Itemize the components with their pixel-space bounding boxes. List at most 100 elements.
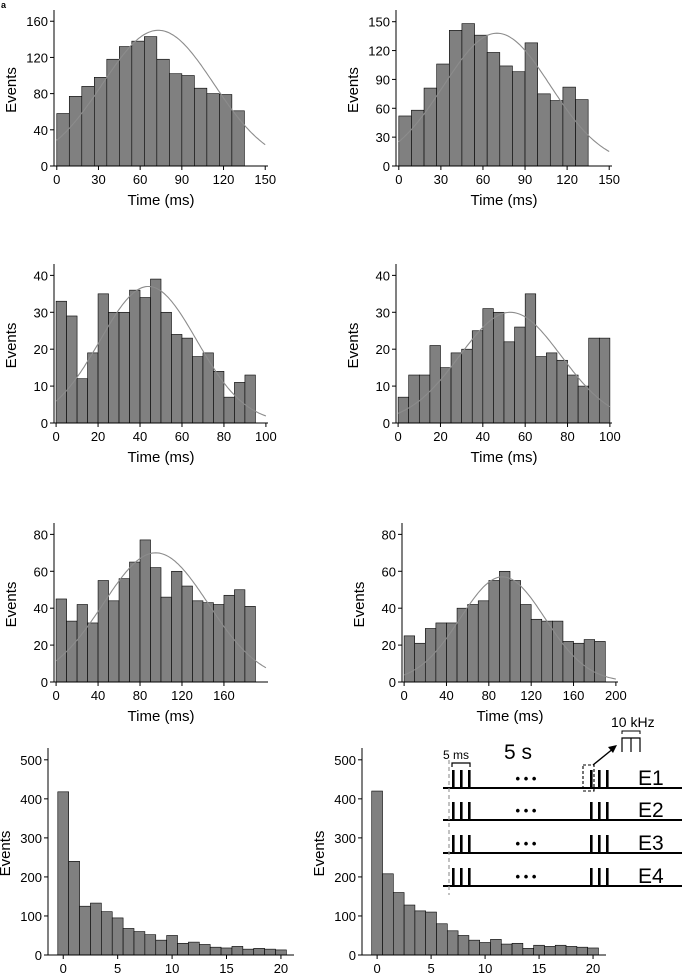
pulse-mark (598, 868, 601, 886)
y-tick-label: 80 (34, 87, 48, 102)
x-tick-label: 20 (433, 429, 447, 444)
histogram-bar (66, 315, 78, 424)
x-tick-label: 5 (427, 961, 434, 976)
x-axis-label: Time (ms) (471, 192, 538, 209)
y-axis-label: Events (345, 67, 362, 113)
histogram-bar (156, 58, 170, 167)
histogram-bar (275, 949, 287, 956)
pulse-mark (590, 868, 593, 886)
pulse-mark (606, 770, 609, 788)
x-axis-label: Time (ms) (477, 708, 544, 725)
y-tick-label: 100 (334, 909, 356, 924)
x-tick-label: 0 (395, 429, 402, 444)
y-axis-label: Events (3, 582, 20, 628)
x-tick-label: 90 (518, 172, 532, 187)
y-tick-label: 0 (41, 675, 48, 690)
x-axis-label: Time (ms) (128, 708, 195, 725)
gaussian-fit-line (55, 552, 267, 669)
pulse-mark (460, 770, 463, 788)
histogram-bar (111, 917, 124, 956)
x-tick-label: 60 (518, 429, 532, 444)
pulse-mark (460, 868, 463, 886)
chart-panel-3: 0 10 20 30 40 0 20 40 60 80 100 Time (ms) Events (3, 264, 277, 466)
histogram-bar (253, 948, 265, 956)
y-tick-label: 10 (376, 379, 390, 394)
histogram-bar (530, 618, 543, 683)
x-tick-label: 120 (556, 172, 578, 187)
histogram-bar (520, 604, 532, 683)
y-tick-label: 0 (35, 948, 42, 963)
histogram-bar (118, 311, 130, 424)
histogram-bar (166, 935, 178, 956)
histogram-bar (533, 944, 545, 956)
histogram-bar (474, 34, 488, 167)
histogram-bar (87, 622, 99, 683)
x-tick-label: 200 (605, 688, 627, 703)
histogram-bar (231, 946, 244, 956)
histogram-bar (425, 911, 437, 956)
histogram-bar (448, 30, 463, 167)
chart-panel-5: 0 20 40 60 80 0 40 80 120 160 Time (ms) Events (3, 523, 268, 725)
histogram-bar (511, 942, 524, 956)
x-tick-label: 120 (213, 172, 235, 187)
histogram-bar (192, 600, 204, 683)
pulse-mark (460, 835, 463, 853)
y-tick-label: 60 (382, 564, 396, 579)
trace-label: E3 (638, 832, 664, 855)
histogram-bar (576, 946, 588, 956)
y-tick-label: 300 (334, 831, 356, 846)
histogram-bar (219, 94, 233, 167)
y-tick-label: 160 (26, 14, 48, 29)
x-tick-label: 40 (91, 688, 105, 703)
histogram-bar (76, 378, 88, 424)
y-tick-label: 60 (34, 564, 48, 579)
pulse-mark (452, 770, 455, 788)
x-tick-label: 0 (60, 961, 67, 976)
inset-title: 5 s (504, 741, 532, 764)
trace-label: E1 (638, 767, 664, 790)
y-axis-label: Events (311, 831, 328, 877)
pulse-mark (590, 835, 593, 853)
y-tick-label: 40 (34, 123, 48, 138)
histogram-bar (129, 561, 141, 683)
gaussian-fit-line (56, 29, 266, 146)
pulse-mark (590, 770, 593, 788)
histogram-bar (588, 337, 600, 424)
histogram-bar (499, 65, 513, 167)
histogram-bar (567, 374, 579, 424)
histogram-bar (556, 359, 568, 424)
x-tick-label: 10 (165, 961, 179, 976)
histogram-bar (499, 570, 511, 683)
x-tick-label: 100 (599, 429, 621, 444)
histogram-bar (397, 396, 410, 424)
x-tick-label: 5 (114, 961, 121, 976)
pulse-width-label: 5 ms (443, 748, 469, 762)
histogram-bar (66, 620, 78, 683)
y-tick-label: 40 (376, 268, 390, 283)
histogram-bar (583, 639, 596, 683)
histogram-bar (546, 352, 558, 424)
y-tick-label: 40 (34, 601, 48, 616)
y-tick-label: 0 (41, 159, 48, 174)
x-tick-label: 60 (133, 172, 147, 187)
y-tick-label: 300 (20, 831, 42, 846)
y-tick-label: 30 (34, 305, 48, 320)
histogram-bar (456, 607, 468, 683)
x-tick-label: 40 (133, 429, 147, 444)
histogram-bar (220, 947, 233, 956)
histogram-bar (471, 330, 484, 424)
histogram-bar (87, 352, 99, 424)
zoom-arrow (592, 747, 615, 766)
x-tick-label: 10 (478, 961, 492, 976)
histogram-bar (119, 46, 133, 167)
histogram-bar (403, 904, 416, 956)
histogram-bar (169, 73, 183, 167)
trace-label: E2 (638, 799, 664, 822)
histogram-bar (192, 356, 204, 424)
histogram-bar (90, 902, 102, 956)
y-tick-label: 90 (376, 72, 390, 87)
y-tick-label: 120 (368, 44, 390, 59)
figure-label: a (1, 0, 7, 10)
x-tick-label: 20 (91, 429, 105, 444)
pulse-mark (452, 835, 455, 853)
